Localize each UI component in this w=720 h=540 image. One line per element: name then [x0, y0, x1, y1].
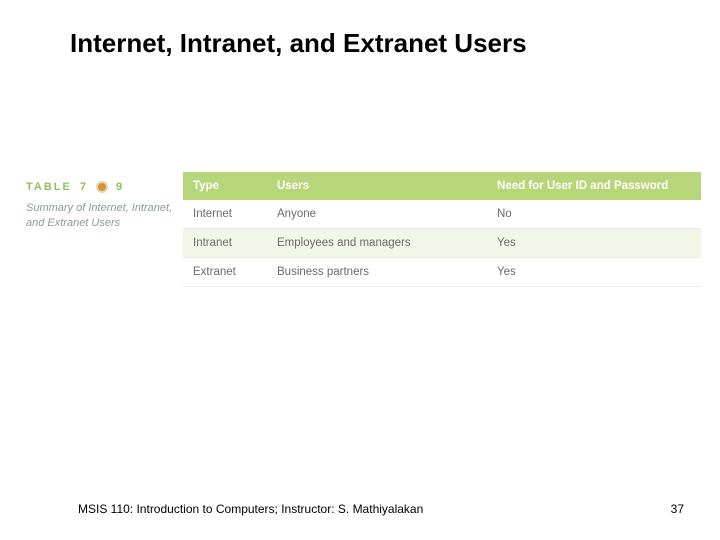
table-row: Intranet Employees and managers Yes	[183, 229, 701, 258]
bullet-dot-icon	[96, 181, 108, 193]
cell-users: Business partners	[273, 266, 493, 278]
table-number-row: TABLE 7 9	[26, 180, 176, 195]
table-caption: Summary of Internet, Intranet, and Extra…	[26, 201, 176, 231]
slide-title: Internet, Intranet, and Extranet Users	[70, 28, 527, 59]
table-label-num-right: 9	[116, 180, 124, 195]
table-row: Extranet Business partners Yes	[183, 258, 701, 287]
cell-need: No	[493, 208, 701, 220]
col-header-users: Users	[273, 180, 493, 192]
table-header-row: Type Users Need for User ID and Password	[183, 172, 701, 200]
col-header-type: Type	[183, 180, 273, 192]
cell-need: Yes	[493, 237, 701, 249]
cell-users: Employees and managers	[273, 237, 493, 249]
table-label-num-left: 7	[80, 180, 88, 195]
cell-type: Intranet	[183, 237, 273, 249]
footer-course-info: MSIS 110: Introduction to Computers; Ins…	[78, 502, 423, 516]
cell-users: Anyone	[273, 208, 493, 220]
footer-page-number: 37	[671, 502, 684, 516]
cell-type: Extranet	[183, 266, 273, 278]
table-label-prefix: TABLE	[26, 180, 72, 195]
cell-type: Internet	[183, 208, 273, 220]
table-row: Internet Anyone No	[183, 200, 701, 229]
cell-need: Yes	[493, 266, 701, 278]
data-table: Type Users Need for User ID and Password…	[183, 172, 701, 287]
col-header-need: Need for User ID and Password	[493, 180, 701, 192]
table-label-block: TABLE 7 9 Summary of Internet, Intranet,…	[26, 180, 176, 231]
